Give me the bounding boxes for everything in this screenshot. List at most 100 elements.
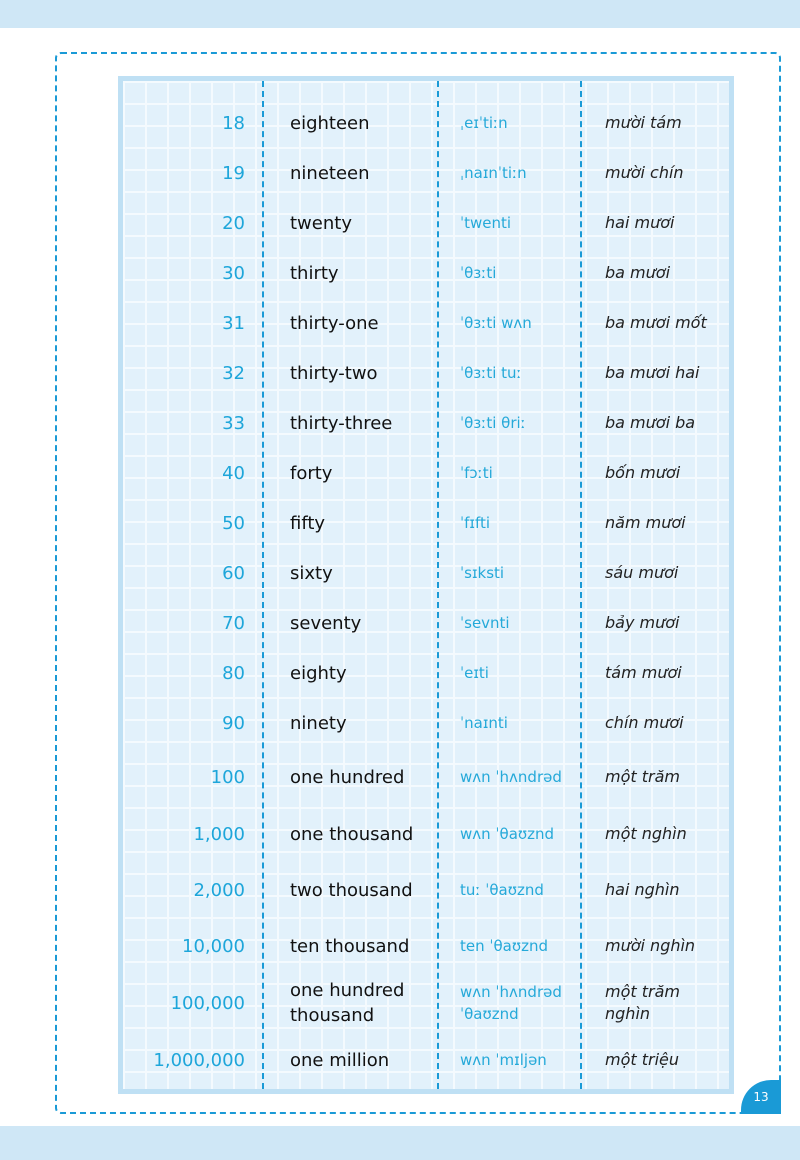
number-cell: 2,000: [193, 879, 245, 901]
english-cell: thirty: [290, 262, 339, 284]
table-row: 90 ninety ˈnaɪnti chín mươi: [123, 698, 729, 748]
table-row: 50 fifty ˈfɪfti năm mươi: [123, 498, 729, 548]
table-row: 31 thirty-one ˈθɜːti wʌn ba mươi mốt: [123, 298, 729, 348]
number-cell: 1,000,000: [153, 1049, 245, 1071]
table-row: 33 thirty-three ˈθɜːti θriː ba mươi ba: [123, 398, 729, 448]
number-cell: 10,000: [182, 935, 245, 957]
english-cell: one million: [290, 1049, 390, 1071]
english-cell: one hundred: [290, 766, 405, 788]
english-cell: one hundred thousand: [290, 980, 405, 1026]
ipa-cell: ten ˈθaʊznd: [460, 937, 549, 955]
dashed-frame: [55, 52, 781, 1114]
table-row: 19 nineteen ˌnaɪnˈtiːn mười chín: [123, 148, 729, 198]
vietnamese-cell: một triệu: [605, 1050, 680, 1069]
ipa-cell: wʌn ˈθaʊznd: [460, 825, 555, 843]
vietnamese-cell: mười nghìn: [605, 936, 696, 955]
table-row: 100 one hundred wʌn ˈhʌndrəd một trăm: [123, 748, 729, 806]
vietnamese-cell: chín mươi: [605, 713, 684, 732]
numbers-table: 18 eighteen ˌeɪˈtiːn mười tám 19 nineteen ˌnaɪ…: [118, 76, 734, 1094]
number-cell: 30: [222, 262, 245, 284]
ipa-cell: ˈθɜːti tuː: [460, 364, 522, 382]
number-cell: 100,000: [170, 992, 245, 1014]
vietnamese-cell: một trăm: [605, 767, 680, 786]
table-row: 70 seventy ˈsevnti bảy mươi: [123, 598, 729, 648]
table-row: 10,000 ten thousand ten ˈθaʊznd mười nghìn: [123, 918, 729, 974]
vietnamese-cell: một nghìn: [605, 824, 687, 843]
vietnamese-cell: năm mươi: [605, 513, 686, 532]
ipa-cell: ˈnaɪnti: [460, 714, 508, 732]
english-cell: seventy: [290, 612, 362, 634]
number-cell: 19: [222, 162, 245, 184]
number-cell: 100: [210, 766, 245, 788]
table-row: 20 twenty ˈtwenti hai mươi: [123, 198, 729, 248]
english-cell: fifty: [290, 512, 326, 534]
vietnamese-cell: mười chín: [605, 163, 684, 182]
english-cell: twenty: [290, 212, 352, 234]
vietnamese-cell: hai mươi: [605, 213, 675, 232]
vietnamese-cell: ba mươi: [605, 263, 671, 282]
english-cell: eighteen: [290, 112, 370, 134]
ipa-cell: wʌn ˈhʌndrəd ˈθaʊznd: [460, 983, 562, 1023]
ipa-cell: ˈeɪti: [460, 664, 489, 682]
number-cell: 20: [222, 212, 245, 234]
table-row: 30 thirty ˈθɜːti ba mươi: [123, 248, 729, 298]
vietnamese-cell: ba mươi ba: [605, 413, 696, 432]
english-cell: eighty: [290, 662, 347, 684]
number-cell: 1,000: [193, 823, 245, 845]
table-row: 100,000 one hundred thousand wʌn ˈhʌndrəd …: [123, 974, 729, 1032]
ipa-cell: ˌeɪˈtiːn: [460, 114, 508, 132]
table-row: 18 eighteen ˌeɪˈtiːn mười tám: [123, 98, 729, 148]
vietnamese-cell: mười tám: [605, 113, 682, 132]
english-cell: nineteen: [290, 162, 370, 184]
english-cell: ten thousand: [290, 935, 410, 957]
ipa-cell: ˈsɪksti: [460, 564, 505, 582]
ipa-cell: ˈsevnti: [460, 614, 510, 632]
number-cell: 50: [222, 512, 245, 534]
column-divider: [262, 81, 264, 1089]
column-divider: [437, 81, 439, 1089]
number-cell: 18: [222, 112, 245, 134]
number-cell: 60: [222, 562, 245, 584]
english-cell: thirty-two: [290, 362, 378, 384]
ipa-cell: ˈθɜːti: [460, 264, 497, 282]
english-cell: thirty-one: [290, 312, 379, 334]
ipa-cell: ˈθɜːti wʌn: [460, 314, 532, 332]
ipa-cell: ˈfɪfti: [460, 514, 491, 532]
table-row: 1,000,000 one million wʌn ˈmɪljən một triệu: [123, 1032, 729, 1088]
english-cell: forty: [290, 462, 333, 484]
number-cell: 33: [222, 412, 245, 434]
table-row: 80 eighty ˈeɪti tám mươi: [123, 648, 729, 698]
vietnamese-cell: bốn mươi: [605, 463, 681, 482]
column-divider: [580, 81, 582, 1089]
english-cell: ninety: [290, 712, 347, 734]
table-row: 60 sixty ˈsɪksti sáu mươi: [123, 548, 729, 598]
vietnamese-cell: tám mươi: [605, 663, 682, 682]
number-cell: 90: [222, 712, 245, 734]
ipa-cell: ˈfɔːti: [460, 464, 493, 482]
vietnamese-cell: hai nghìn: [605, 880, 680, 899]
number-cell: 80: [222, 662, 245, 684]
ipa-cell: tuː ˈθaʊznd: [460, 881, 544, 899]
number-cell: 70: [222, 612, 245, 634]
ipa-cell: ˌnaɪnˈtiːn: [460, 164, 527, 182]
vietnamese-cell: một trăm nghìn: [605, 982, 680, 1023]
ipa-cell: ˈtwenti: [460, 214, 512, 232]
table-row: 40 forty ˈfɔːti bốn mươi: [123, 448, 729, 498]
ipa-cell: ˈθɜːti θriː: [460, 414, 526, 432]
english-cell: two thousand: [290, 879, 413, 901]
english-cell: sixty: [290, 562, 333, 584]
vietnamese-cell: sáu mươi: [605, 563, 679, 582]
vietnamese-cell: ba mươi hai: [605, 363, 700, 382]
table-row: 2,000 two thousand tuː ˈθaʊznd hai nghìn: [123, 862, 729, 918]
english-cell: thirty-three: [290, 412, 393, 434]
number-cell: 40: [222, 462, 245, 484]
table-rows: 18 eighteen ˌeɪˈtiːn mười tám 19 nineteen ˌnaɪ…: [123, 98, 729, 1088]
number-cell: 32: [222, 362, 245, 384]
table-row: 1,000 one thousand wʌn ˈθaʊznd một nghìn: [123, 806, 729, 862]
vietnamese-cell: ba mươi mốt: [605, 313, 707, 332]
number-cell: 31: [222, 312, 245, 334]
english-cell: one thousand: [290, 823, 414, 845]
ipa-cell: wʌn ˈmɪljən: [460, 1051, 547, 1069]
ipa-cell: wʌn ˈhʌndrəd: [460, 768, 562, 786]
table-row: 32 thirty-two ˈθɜːti tuː ba mươi hai: [123, 348, 729, 398]
